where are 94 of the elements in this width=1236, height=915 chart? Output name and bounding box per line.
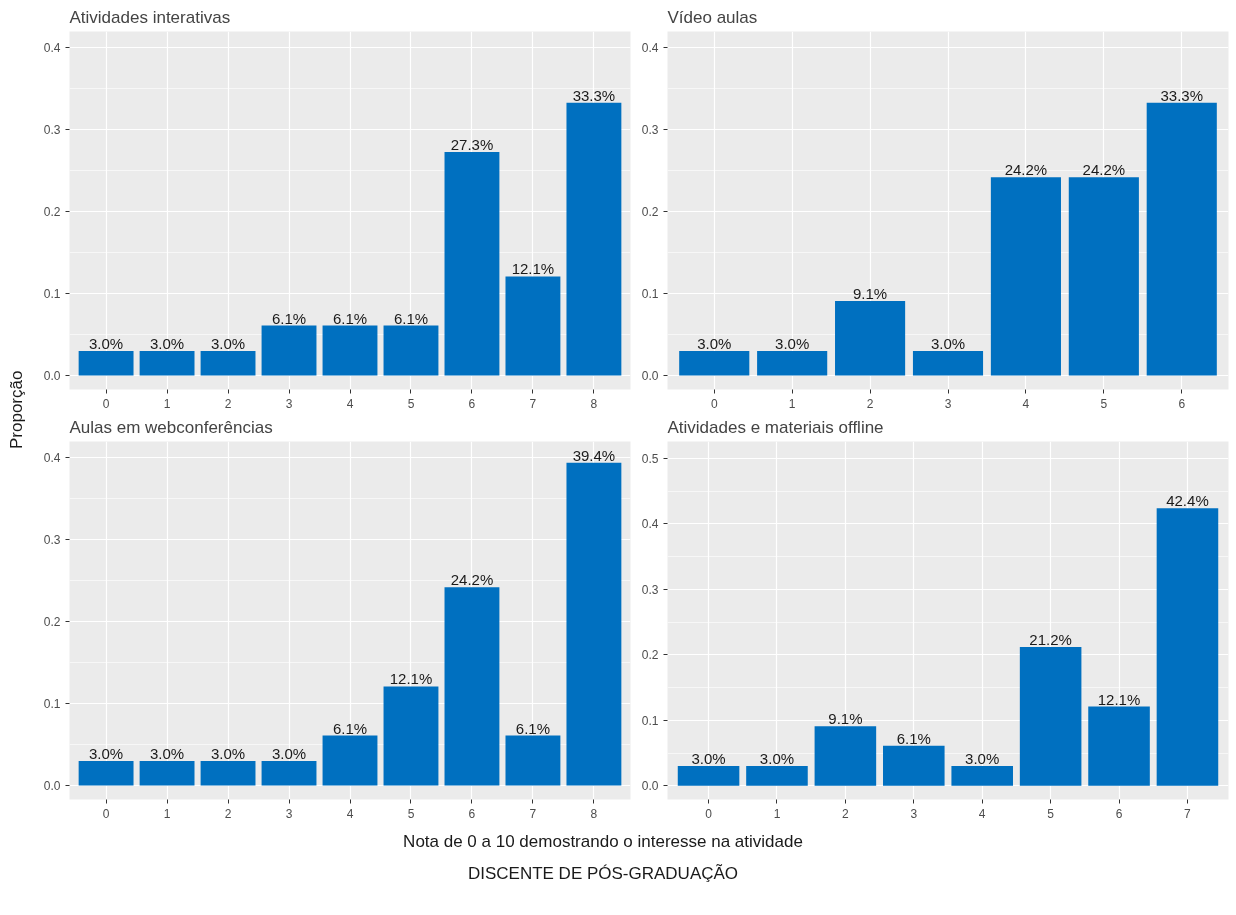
x-tick-label: 5 (407, 396, 415, 411)
x-tick-label: 1 (773, 806, 781, 821)
data-label: 3.0% (88, 335, 124, 352)
text: 0.3 (641, 582, 659, 597)
x-tick-label: 3 (910, 806, 918, 821)
x-tick-label: 8 (590, 396, 598, 411)
text: 0.4 (43, 41, 61, 56)
text: 0.0 (43, 369, 61, 384)
x-tick-label: 3 (285, 396, 293, 411)
x-tick-label: 8 (590, 806, 598, 821)
data-label: 9.1% (852, 285, 888, 303)
text: DISCENTE DE PÓS-GRADUAÇÃO (467, 863, 739, 885)
data-label: 33.3% (1160, 86, 1204, 104)
x-tick-label: 4 (1022, 396, 1030, 411)
text: 0.4 (641, 517, 659, 532)
x-tick-label: 5 (407, 806, 415, 821)
text: 0.3 (641, 123, 659, 138)
text: 0.3 (43, 533, 61, 548)
data-label: 6.1% (332, 719, 368, 737)
data-label: 3.0% (149, 745, 185, 762)
chart-title: Aulas em webconferências (69, 417, 273, 437)
data-label: 6.1% (393, 309, 429, 327)
y-axis-title: Proporção (6, 370, 27, 450)
chart-title: Atividades interativas (69, 7, 231, 27)
x-tick-label: 0 (102, 806, 110, 821)
data-label: 6.1% (515, 719, 551, 737)
text: 0.2 (43, 615, 61, 630)
data-label: 3.0% (210, 335, 246, 352)
chart-title: Atividades e materiais offline (667, 417, 884, 437)
data-label: 3.0% (210, 745, 246, 762)
text: 0.4 (641, 41, 659, 56)
data-label: 12.1% (389, 670, 433, 688)
x-tick-label: 6 (468, 396, 476, 411)
data-label: 3.0% (930, 335, 966, 352)
x-tick-label: 4 (346, 806, 354, 821)
x-tick-label: 1 (163, 806, 171, 821)
x-tick-label: 2 (842, 806, 850, 821)
x-tick-label: 4 (346, 396, 354, 411)
text: 0.3 (43, 123, 61, 138)
data-label: 24.2% (1004, 161, 1048, 179)
x-tick-label: 7 (1184, 806, 1192, 821)
x-tick-label: 7 (529, 396, 537, 411)
x-tick-label: 0 (710, 396, 718, 411)
x-tick-label: 2 (224, 396, 232, 411)
data-label: 39.4% (572, 446, 616, 464)
text: 0.1 (43, 287, 61, 302)
x-tick-label: 2 (224, 806, 232, 821)
data-label: 42.4% (1166, 492, 1209, 510)
x-tick-label: 6 (1115, 806, 1123, 821)
text: 0.2 (641, 205, 659, 220)
x-tick-label: 1 (788, 396, 796, 411)
data-label: 3.0% (149, 335, 185, 352)
text: 0.0 (43, 779, 61, 794)
text: 0.1 (641, 287, 659, 302)
x-axis-title: Nota de 0 a 10 demostrando o interesse na atividade (403, 831, 803, 853)
x-tick-label: 4 (978, 806, 986, 821)
text: 0.4 (43, 451, 61, 466)
x-tick-label: 7 (529, 806, 537, 821)
data-label: 6.1% (332, 309, 368, 327)
chart-title: Vídeo aulas (667, 7, 758, 27)
text: 0.0 (641, 369, 659, 384)
x-tick-label: 5 (1047, 806, 1055, 821)
x-tick-label: 0 (102, 396, 110, 411)
data-label: 9.1% (828, 710, 863, 728)
data-label: 24.2% (1082, 161, 1126, 179)
text: 0.2 (43, 205, 61, 220)
x-tick-label: 2 (866, 396, 874, 411)
data-label: 3.0% (697, 335, 732, 352)
data-label: 3.0% (271, 745, 307, 762)
data-label: 3.0% (775, 335, 810, 352)
x-tick-label: 6 (1178, 396, 1186, 411)
data-label: 3.0% (965, 750, 1000, 768)
data-label: 24.2% (450, 571, 494, 589)
x-tick-label: 6 (468, 806, 476, 821)
text: 0.1 (43, 697, 61, 712)
data-label: 27.3% (450, 135, 494, 153)
data-label: 33.3% (572, 86, 616, 104)
data-label: 21.2% (1029, 631, 1072, 649)
text: 0.2 (641, 648, 659, 663)
text: 0.1 (641, 713, 659, 728)
x-tick-label: 1 (163, 396, 171, 411)
data-label: 6.1% (271, 309, 307, 327)
x-tick-label: 3 (944, 396, 952, 411)
data-label: 3.0% (759, 750, 795, 768)
data-label: 3.0% (691, 750, 726, 768)
data-label: 3.0% (88, 745, 124, 762)
text: 0.5 (641, 452, 659, 467)
data-label: 12.1% (511, 260, 555, 278)
x-tick-label: 5 (1100, 396, 1108, 411)
text: 0.0 (641, 779, 659, 794)
data-label: 12.1% (1097, 690, 1141, 708)
x-tick-label: 0 (705, 806, 713, 821)
x-tick-label: 3 (285, 806, 293, 821)
data-label: 6.1% (896, 729, 931, 747)
